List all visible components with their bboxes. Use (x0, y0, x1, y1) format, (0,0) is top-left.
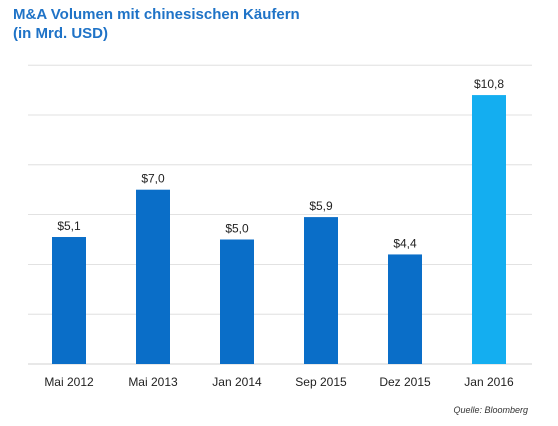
x-tick-label: Jan 2016 (464, 375, 514, 389)
x-tick-label: Mai 2012 (44, 375, 94, 389)
source-note: Quelle: Bloomberg (453, 405, 528, 415)
x-tick-label: Sep 2015 (295, 375, 347, 389)
data-label: $4,4 (393, 236, 417, 250)
chart-title-line-2: (in Mrd. USD) (13, 25, 108, 42)
data-label: $7,0 (141, 172, 165, 186)
data-labels: $5,1 $7,0 $5,0 $5,9 $4,4 $10,8 (57, 77, 504, 250)
bar (304, 217, 338, 364)
bar (472, 95, 506, 364)
chart-title: M&A Volumen mit chinesischen Käufern (in… (13, 5, 300, 43)
x-tick-label: Jan 2014 (212, 375, 262, 389)
data-label: $5,1 (57, 219, 81, 233)
x-axis-tick-labels: Mai 2012 Mai 2013 Jan 2014 Sep 2015 Dez 2015… (44, 375, 514, 389)
data-label: $5,0 (225, 222, 249, 236)
bar (52, 237, 86, 364)
bar (388, 254, 422, 364)
data-label: $10,8 (474, 77, 504, 91)
x-tick-label: Mai 2013 (128, 375, 178, 389)
data-label: $5,9 (309, 199, 333, 213)
x-tick-label: Dez 2015 (379, 375, 431, 389)
bar (136, 189, 170, 364)
bars (52, 95, 506, 364)
bar (220, 239, 254, 364)
gridlines (28, 64, 532, 365)
chart-title-line-1: M&A Volumen mit chinesischen Käufern (13, 6, 300, 23)
